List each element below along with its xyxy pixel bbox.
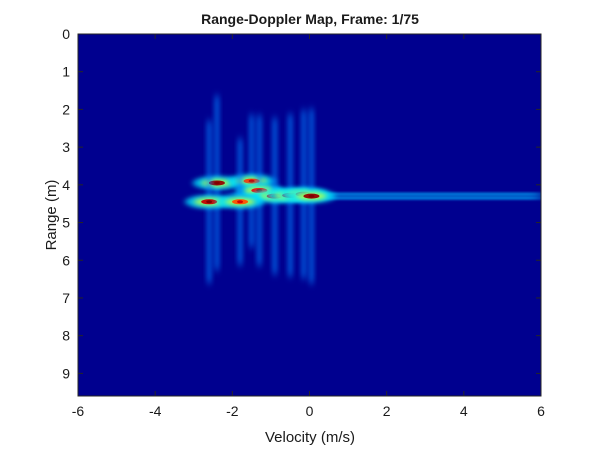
chart-title: Range-Doppler Map, Frame: 1/75	[201, 11, 419, 27]
y-tick-label: 9	[62, 365, 70, 381]
x-axis-label: Velocity (m/s)	[265, 429, 355, 446]
y-tick-label: 3	[62, 139, 70, 155]
range-streak	[232, 196, 541, 200]
x-tick-label: 4	[460, 403, 468, 419]
y-axis-ticks: 0 1 2 3 4 5 6 7 8 9	[62, 26, 541, 381]
range-streak	[232, 192, 541, 196]
y-tick-label: 1	[62, 64, 70, 80]
heatmap-returns	[185, 95, 541, 284]
x-tick-label: 0	[306, 403, 314, 419]
y-tick-label: 7	[62, 290, 70, 306]
x-tick-label: -4	[149, 403, 162, 419]
y-tick-label: 6	[62, 252, 70, 268]
return-peak	[287, 109, 336, 284]
y-tick-label: 4	[62, 177, 70, 193]
x-tick-label: -2	[226, 403, 239, 419]
y-axis-label: Range (m)	[43, 180, 60, 251]
y-tick-label: 8	[62, 328, 70, 344]
y-tick-label: 5	[62, 215, 70, 231]
x-tick-label: -6	[72, 403, 85, 419]
x-axis-ticks: -6 -4 -2 0 2 4 6	[72, 34, 545, 419]
x-tick-label: 6	[537, 403, 545, 419]
y-tick-label: 2	[62, 101, 70, 117]
return-peak	[216, 138, 265, 265]
y-tick-label: 0	[62, 26, 70, 42]
x-tick-label: 2	[383, 403, 391, 419]
